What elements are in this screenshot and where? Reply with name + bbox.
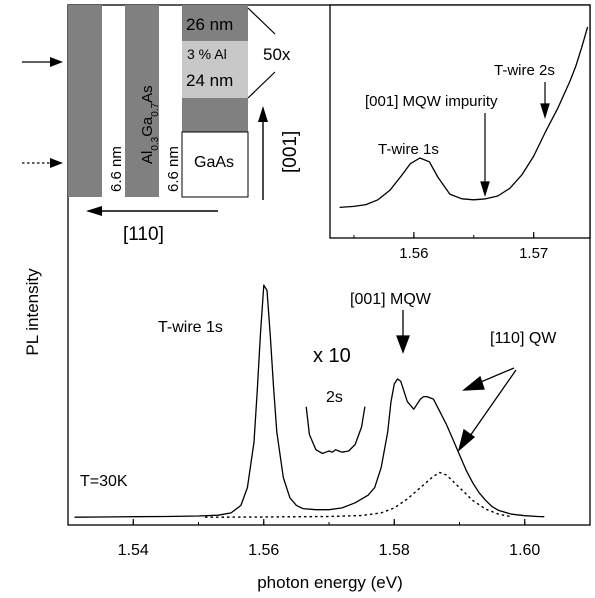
annotation-001-mqw: [001] MQW (350, 291, 432, 308)
dir-001-arrow-head (258, 106, 268, 122)
layer-26nm (182, 5, 248, 41)
series-line-0 (74, 284, 545, 518)
gaas-substrate (181, 131, 249, 198)
label-3-al: 3 % Al (187, 46, 227, 62)
layer-3al (182, 41, 248, 98)
x-tick-label: 1.57 (519, 245, 548, 262)
bracket-line-bottom (247, 71, 276, 99)
y-axis-label: PL intensity (23, 268, 42, 356)
inset-arrows (480, 82, 550, 198)
barrier-layer-1 (68, 5, 102, 197)
series-line-0 (339, 26, 589, 209)
label-barrier-composition: Al0.3Ga0.7As (139, 85, 161, 164)
label-110-thickness: 6.6 nm (108, 146, 125, 192)
solid-marker-head (50, 57, 63, 67)
qw-arrow-line-2 (469, 369, 517, 437)
annotation-temperature: T=30K (80, 473, 128, 490)
mqw-arrow-head (396, 335, 410, 354)
label-001-thickness: 6.6 nm (165, 146, 182, 192)
label-24nm: 24 nm (186, 71, 233, 90)
bracket-line-top (247, 7, 276, 35)
impurity-arrow-head (480, 181, 490, 198)
inset-plot-frame (329, 4, 591, 239)
label-001-direction: [001] (280, 131, 301, 173)
annotation-2s: 2s (326, 389, 343, 406)
x-tick-label: 1.54 (118, 542, 149, 559)
main-series (74, 284, 545, 518)
x-tick-label: 1.60 (509, 542, 540, 559)
qw-arrow-line-1 (475, 367, 515, 385)
main-arrows (396, 310, 517, 452)
dir-110-arrow-head (86, 206, 102, 216)
label-50x: 50x (263, 45, 291, 64)
inset-series (339, 26, 589, 209)
dotted-marker-head (50, 158, 63, 168)
label-26nm: 26 nm (186, 15, 233, 34)
series-line-1 (204, 471, 512, 518)
inset-annotation-mqw-impurity: [001] MQW impurity (365, 93, 498, 110)
x-axis-label: photon energy (eV) (257, 573, 403, 592)
qw-arrow-head-1 (462, 375, 485, 391)
layer-lower-barrier (182, 98, 248, 132)
x-tick-label: 1.56 (399, 245, 428, 262)
label-gaas: GaAs (194, 154, 234, 171)
inset-x-ticks: 1.56 1.57 (353, 232, 548, 262)
barrier-layer-2 (125, 5, 159, 197)
annotation-twire-1s: T-wire 1s (158, 319, 223, 336)
annotation-x10: x 10 (313, 345, 351, 367)
label-110-direction: [110] (123, 224, 164, 245)
twire2s-arrow-head (540, 103, 550, 120)
inset-annotation-twire-2s: T-wire 2s (494, 62, 555, 79)
structure-schematic: 26 nm 3 % Al 24 nm GaAs 6.6 nm 6.6 nm Al… (68, 5, 301, 245)
annotation-110-qw: [110] QW (490, 330, 557, 347)
side-markers (22, 57, 63, 168)
x-tick-label: 1.58 (379, 542, 410, 559)
inset-annotation-twire-1s: T-wire 1s (378, 141, 439, 158)
series-line-2 (305, 406, 366, 455)
x-tick-label: 1.56 (248, 542, 279, 559)
main-x-ticks: 1.54 1.56 1.58 1.60 (118, 519, 540, 559)
qw-arrow-head-2 (457, 428, 476, 452)
